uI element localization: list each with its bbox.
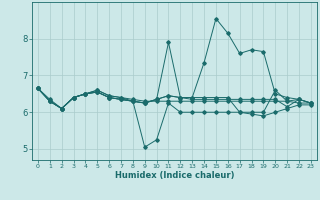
X-axis label: Humidex (Indice chaleur): Humidex (Indice chaleur) (115, 171, 234, 180)
